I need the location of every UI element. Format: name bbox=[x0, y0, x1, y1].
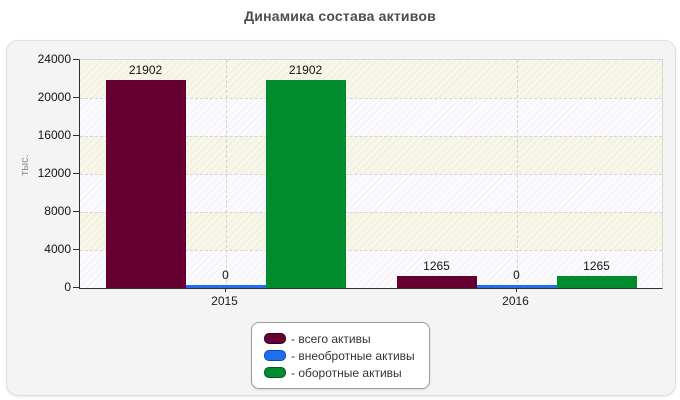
gridline-horizontal bbox=[80, 212, 662, 213]
bar-total-2015 bbox=[105, 80, 186, 288]
legend-swatch-noncurrent bbox=[264, 350, 286, 361]
y-tick-mark bbox=[73, 287, 79, 288]
legend-swatch-current bbox=[264, 367, 286, 378]
y-tick-label: 8000 bbox=[44, 204, 71, 218]
gridline-vertical bbox=[516, 60, 518, 288]
legend-label-noncurrent: - внеобротные активы bbox=[291, 348, 415, 363]
x-tick-mark bbox=[224, 288, 226, 292]
x-tick-mark bbox=[515, 288, 517, 292]
legend-label-current: - оборотные активы bbox=[291, 365, 402, 380]
bar-current-2015 bbox=[265, 80, 346, 288]
legend-swatch-total bbox=[264, 333, 286, 344]
y-tick-label: 0 bbox=[64, 280, 71, 294]
legend-item-noncurrent: - внеобротные активы bbox=[264, 347, 415, 364]
bar-total-2016 bbox=[396, 276, 477, 288]
y-tick-mark bbox=[73, 97, 79, 98]
y-tick-mark bbox=[73, 135, 79, 136]
y-tick-label: 20000 bbox=[37, 90, 71, 104]
value-label-noncurrent-2016: 0 bbox=[513, 268, 520, 282]
gridline-horizontal bbox=[80, 136, 662, 137]
value-label-total-2015: 21902 bbox=[128, 63, 163, 77]
legend: - всего активы - внеобротные активы - обор… bbox=[251, 322, 430, 389]
value-label-current-2015: 21902 bbox=[288, 63, 323, 77]
gridline-horizontal bbox=[80, 98, 662, 99]
bar-noncurrent-2016 bbox=[476, 285, 557, 288]
chart-panel: 21902 0 21902 1265 0 1265 тыс. - всего активы… bbox=[6, 40, 676, 396]
y-tick-label: 16000 bbox=[37, 128, 71, 142]
x-axis-label-2016: 2016 bbox=[502, 294, 529, 308]
value-label-noncurrent-2015: 0 bbox=[222, 268, 229, 282]
y-axis-title: тыс. bbox=[19, 154, 31, 176]
legend-item-total: - всего активы bbox=[264, 330, 415, 347]
bar-noncurrent-2015 bbox=[185, 285, 266, 288]
gridline-vertical bbox=[225, 60, 227, 288]
chart-title: Динамика состава активов bbox=[244, 8, 436, 24]
y-tick-label: 4000 bbox=[44, 242, 71, 256]
y-tick-label: 12000 bbox=[37, 166, 71, 180]
y-tick-mark bbox=[73, 211, 79, 212]
y-tick-mark bbox=[73, 173, 79, 174]
y-tick-mark bbox=[73, 249, 79, 250]
gridline-horizontal bbox=[80, 174, 662, 175]
legend-label-total: - всего активы bbox=[291, 331, 371, 346]
gridline-horizontal bbox=[80, 250, 662, 251]
bar-current-2016 bbox=[556, 276, 637, 288]
value-label-current-2016: 1265 bbox=[583, 259, 610, 273]
x-axis-label-2015: 2015 bbox=[211, 294, 238, 308]
plot-area: 21902 0 21902 1265 0 1265 bbox=[79, 59, 663, 289]
legend-item-current: - оборотные активы bbox=[264, 364, 415, 381]
y-tick-label: 24000 bbox=[37, 52, 71, 66]
value-label-total-2016: 1265 bbox=[423, 259, 450, 273]
y-tick-mark bbox=[73, 59, 79, 60]
